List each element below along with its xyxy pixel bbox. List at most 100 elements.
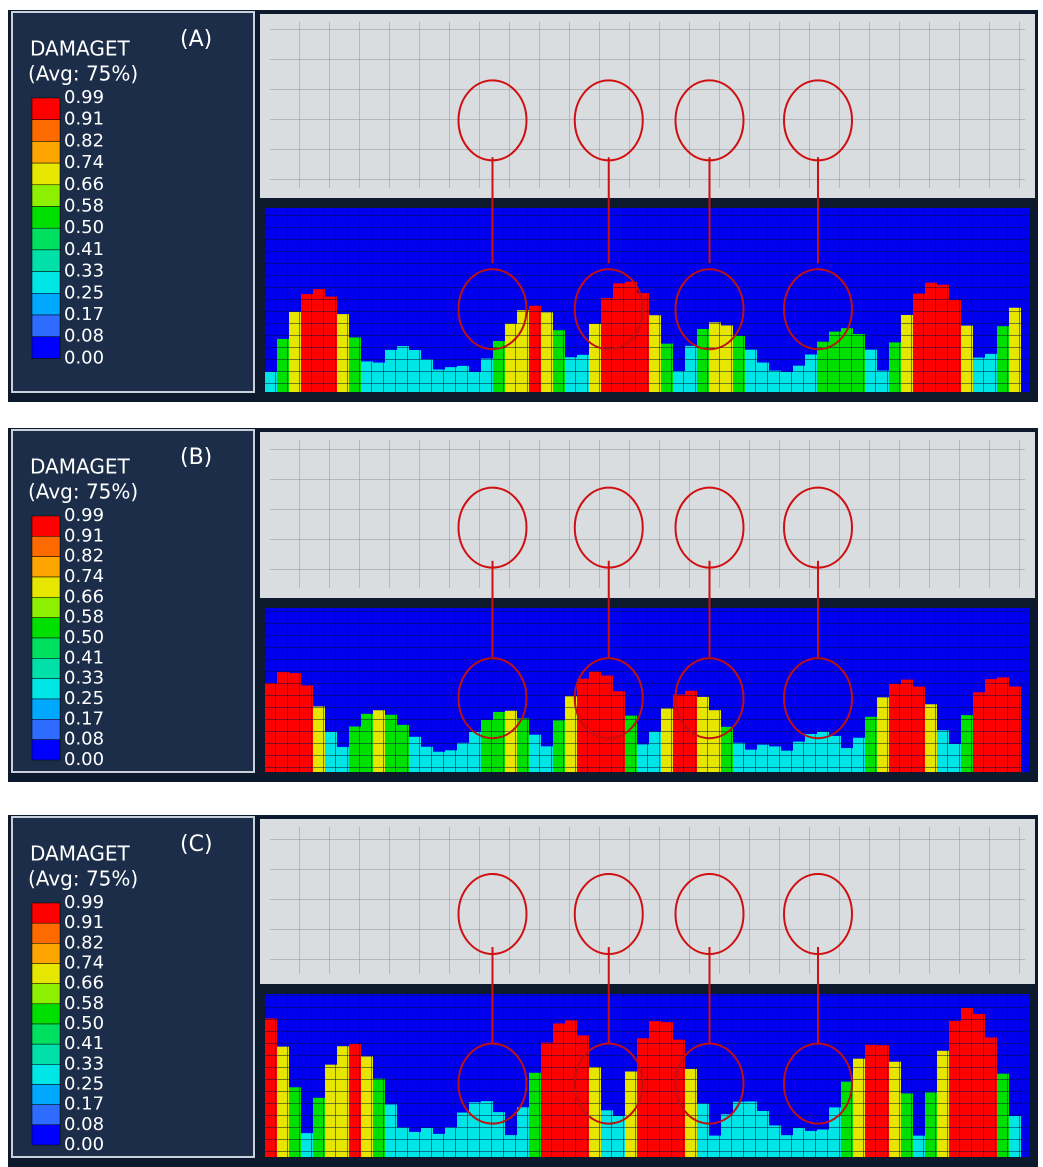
- color-band: [31, 963, 61, 984]
- legend-subtitle: (Avg: 75%): [28, 480, 138, 504]
- legend-level: 0.66: [64, 973, 104, 994]
- legend-level: 0.74: [64, 152, 104, 173]
- legend-level: 0.41: [64, 1033, 104, 1054]
- color-band: [31, 184, 61, 207]
- color-band: [31, 336, 61, 359]
- mesh-grid: [265, 608, 1030, 772]
- legend-level: 0.41: [64, 647, 104, 668]
- color-band: [31, 1104, 61, 1126]
- legend-level: 0.50: [64, 217, 104, 238]
- legend-level: 0.33: [64, 261, 104, 282]
- color-band: [31, 678, 61, 700]
- mesh-circle: [783, 268, 853, 351]
- legend-level: 0.00: [64, 347, 104, 368]
- color-band: [31, 658, 61, 679]
- color-band: [31, 983, 61, 1005]
- panel-label: (A): [180, 27, 212, 52]
- color-band: [31, 1043, 61, 1065]
- color-band: [31, 1003, 61, 1025]
- legend-level: 0.91: [64, 912, 104, 933]
- mesh-circle: [573, 1042, 644, 1125]
- legend-level: 0.25: [64, 1074, 104, 1095]
- color-band: [31, 617, 61, 639]
- photo-grid: [270, 827, 1025, 974]
- color-band: [31, 536, 61, 557]
- photo-grid: [270, 440, 1025, 588]
- panel-label: (B): [180, 445, 212, 470]
- legend-title: DAMAGET: [30, 37, 130, 61]
- legend-level: 0.99: [64, 505, 104, 526]
- legend-level: 0.99: [64, 87, 104, 108]
- legend-subtitle: (Avg: 75%): [28, 62, 138, 86]
- mesh-circle: [783, 657, 853, 740]
- legend-level: 0.82: [64, 130, 104, 151]
- legend-level: 0.58: [64, 993, 104, 1014]
- color-band: [31, 1064, 61, 1085]
- mesh-circle: [573, 268, 644, 351]
- legend-level: 0.00: [64, 749, 104, 770]
- color-band: [31, 922, 61, 944]
- color-band: [31, 1084, 61, 1105]
- color-band: [31, 249, 61, 272]
- mesh-circle: [457, 268, 528, 351]
- legend-level: 0.58: [64, 607, 104, 628]
- color-band: [31, 902, 61, 924]
- legend-subtitle: (Avg: 75%): [28, 867, 138, 891]
- legend-level: 0.66: [64, 586, 104, 607]
- color-band: [31, 206, 61, 229]
- legend-level: 0.08: [64, 326, 104, 347]
- legend-level: 0.00: [64, 1134, 104, 1155]
- mesh-circle: [674, 657, 745, 740]
- color-band: [31, 97, 61, 120]
- legend-level: 0.82: [64, 546, 104, 567]
- color-band: [31, 576, 61, 598]
- color-band: [31, 597, 61, 618]
- color-band: [31, 141, 61, 164]
- color-band: [31, 637, 61, 659]
- color-band: [31, 227, 61, 251]
- panel-label: (C): [180, 832, 213, 857]
- legend-level: 0.33: [64, 668, 104, 689]
- legend-level: 0.25: [64, 688, 104, 709]
- legend-level: 0.74: [64, 566, 104, 587]
- legend-level: 0.91: [64, 525, 104, 546]
- color-band: [31, 162, 61, 186]
- mesh-circle: [674, 1042, 745, 1125]
- legend-level: 0.99: [64, 892, 104, 913]
- legend-level: 0.08: [64, 729, 104, 750]
- legend-level: 0.41: [64, 239, 104, 260]
- color-band: [31, 119, 61, 142]
- legend-level: 0.08: [64, 1114, 104, 1135]
- color-band: [31, 739, 61, 761]
- legend-level: 0.25: [64, 282, 104, 303]
- color-band: [31, 314, 61, 337]
- legend-level: 0.91: [64, 109, 104, 130]
- photo-grid: [270, 22, 1025, 188]
- legend-level: 0.82: [64, 932, 104, 953]
- mesh-circle: [457, 657, 528, 740]
- legend-level: 0.50: [64, 1013, 104, 1034]
- legend-level: 0.33: [64, 1053, 104, 1074]
- legend-title: DAMAGET: [30, 455, 130, 479]
- mesh-circle: [457, 1042, 528, 1125]
- mesh-grid: [265, 208, 1030, 392]
- color-band: [31, 271, 61, 294]
- legend-level: 0.66: [64, 174, 104, 195]
- legend-level: 0.17: [64, 708, 104, 729]
- legend-level: 0.50: [64, 627, 104, 648]
- color-band: [31, 1124, 61, 1146]
- legend-level: 0.17: [64, 304, 104, 325]
- color-band: [31, 943, 61, 964]
- color-band: [31, 719, 61, 740]
- color-band: [31, 1023, 61, 1045]
- legend-level: 0.74: [64, 953, 104, 974]
- color-band: [31, 293, 61, 316]
- legend-level: 0.17: [64, 1094, 104, 1115]
- mesh-circle: [573, 657, 644, 740]
- color-band: [31, 698, 61, 720]
- legend-level: 0.58: [64, 196, 104, 217]
- color-band: [31, 556, 61, 578]
- mesh-grid: [265, 994, 1030, 1157]
- mesh-circle: [783, 1042, 853, 1125]
